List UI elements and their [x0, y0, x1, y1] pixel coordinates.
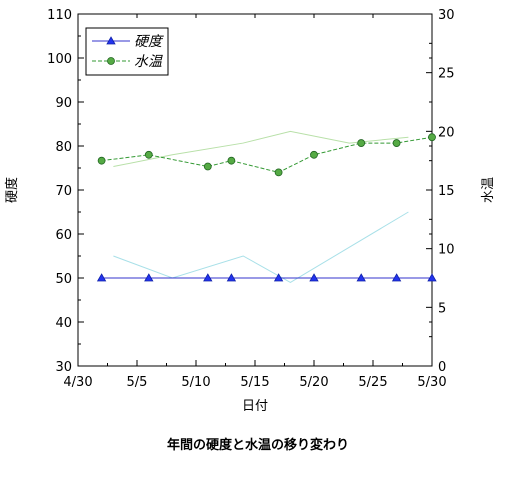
point-hardness [203, 273, 213, 282]
point-hardness [96, 273, 107, 282]
right-axis-ticks: 0 5 10 15 20 25 30 [426, 8, 455, 375]
left-tick-label: 80 [55, 140, 72, 155]
legend-label-hardness: 硬度 [134, 34, 164, 50]
trend-line-hardness [113, 211, 409, 283]
left-tick-label: 100 [47, 52, 72, 67]
x-tick-label: 5/25 [358, 375, 387, 390]
right-tick-label: 5 [438, 301, 446, 316]
y-axis-right-title: 水温 [481, 177, 496, 203]
left-tick-label: 90 [55, 96, 72, 111]
point-water-temp [227, 156, 236, 165]
right-tick-label: 10 [438, 243, 455, 258]
series-group [96, 133, 437, 282]
point-water-temp [274, 168, 283, 177]
point-hardness [391, 273, 402, 282]
point-water-temp [428, 133, 436, 142]
chart-title: 年間の硬度と水温の移り変わり [167, 437, 349, 453]
right-tick-label: 25 [438, 67, 455, 82]
trend-lines [113, 130, 409, 283]
left-tick-label: 60 [55, 228, 72, 243]
x-axis-title: 日付 [242, 399, 268, 414]
legend: 硬度 水温 [85, 27, 169, 76]
right-tick-label: 30 [438, 8, 455, 23]
legend-box [85, 27, 169, 76]
point-hardness [356, 273, 366, 282]
point-water-temp [144, 150, 153, 159]
right-tick-label: 20 [438, 125, 455, 140]
left-tick-label: 50 [55, 272, 72, 287]
legend-marker-water-temp [107, 57, 115, 65]
point-hardness [427, 273, 437, 282]
x-tick-label: 5/10 [181, 375, 210, 390]
left-tick-label: 70 [55, 184, 72, 199]
x-tick-label: 5/30 [417, 375, 446, 390]
point-hardness [144, 273, 154, 282]
y-axis-left-title: 硬度 [4, 177, 20, 203]
point-water-temp [310, 150, 318, 159]
right-tick-label: 15 [438, 184, 455, 199]
point-water-temp [203, 162, 212, 171]
point-water-temp [392, 139, 401, 147]
point-hardness [273, 273, 284, 282]
point-hardness [309, 273, 319, 282]
point-water-temp [357, 139, 366, 147]
left-axis-ticks: 30 40 50 60 70 80 90 100 110 [47, 8, 432, 375]
left-tick-label: 30 [55, 360, 72, 375]
left-tick-label: 40 [55, 316, 72, 331]
x-tick-label: 4/30 [63, 375, 92, 390]
trend-line-water-temp [113, 130, 409, 168]
legend-label-water-temp: 水温 [134, 54, 163, 70]
right-tick-label: 0 [438, 360, 446, 375]
legend-marker-hardness [106, 36, 116, 45]
left-tick-label: 110 [47, 8, 72, 23]
point-hardness [226, 273, 237, 282]
x-tick-label: 5/5 [127, 375, 148, 390]
point-water-temp [97, 156, 106, 165]
x-tick-label: 5/20 [299, 375, 328, 390]
x-tick-label: 5/15 [240, 375, 269, 390]
x-axis-ticks: 4/30 5/5 5/10 5/15 5/20 5/25 5/30 [63, 14, 447, 390]
